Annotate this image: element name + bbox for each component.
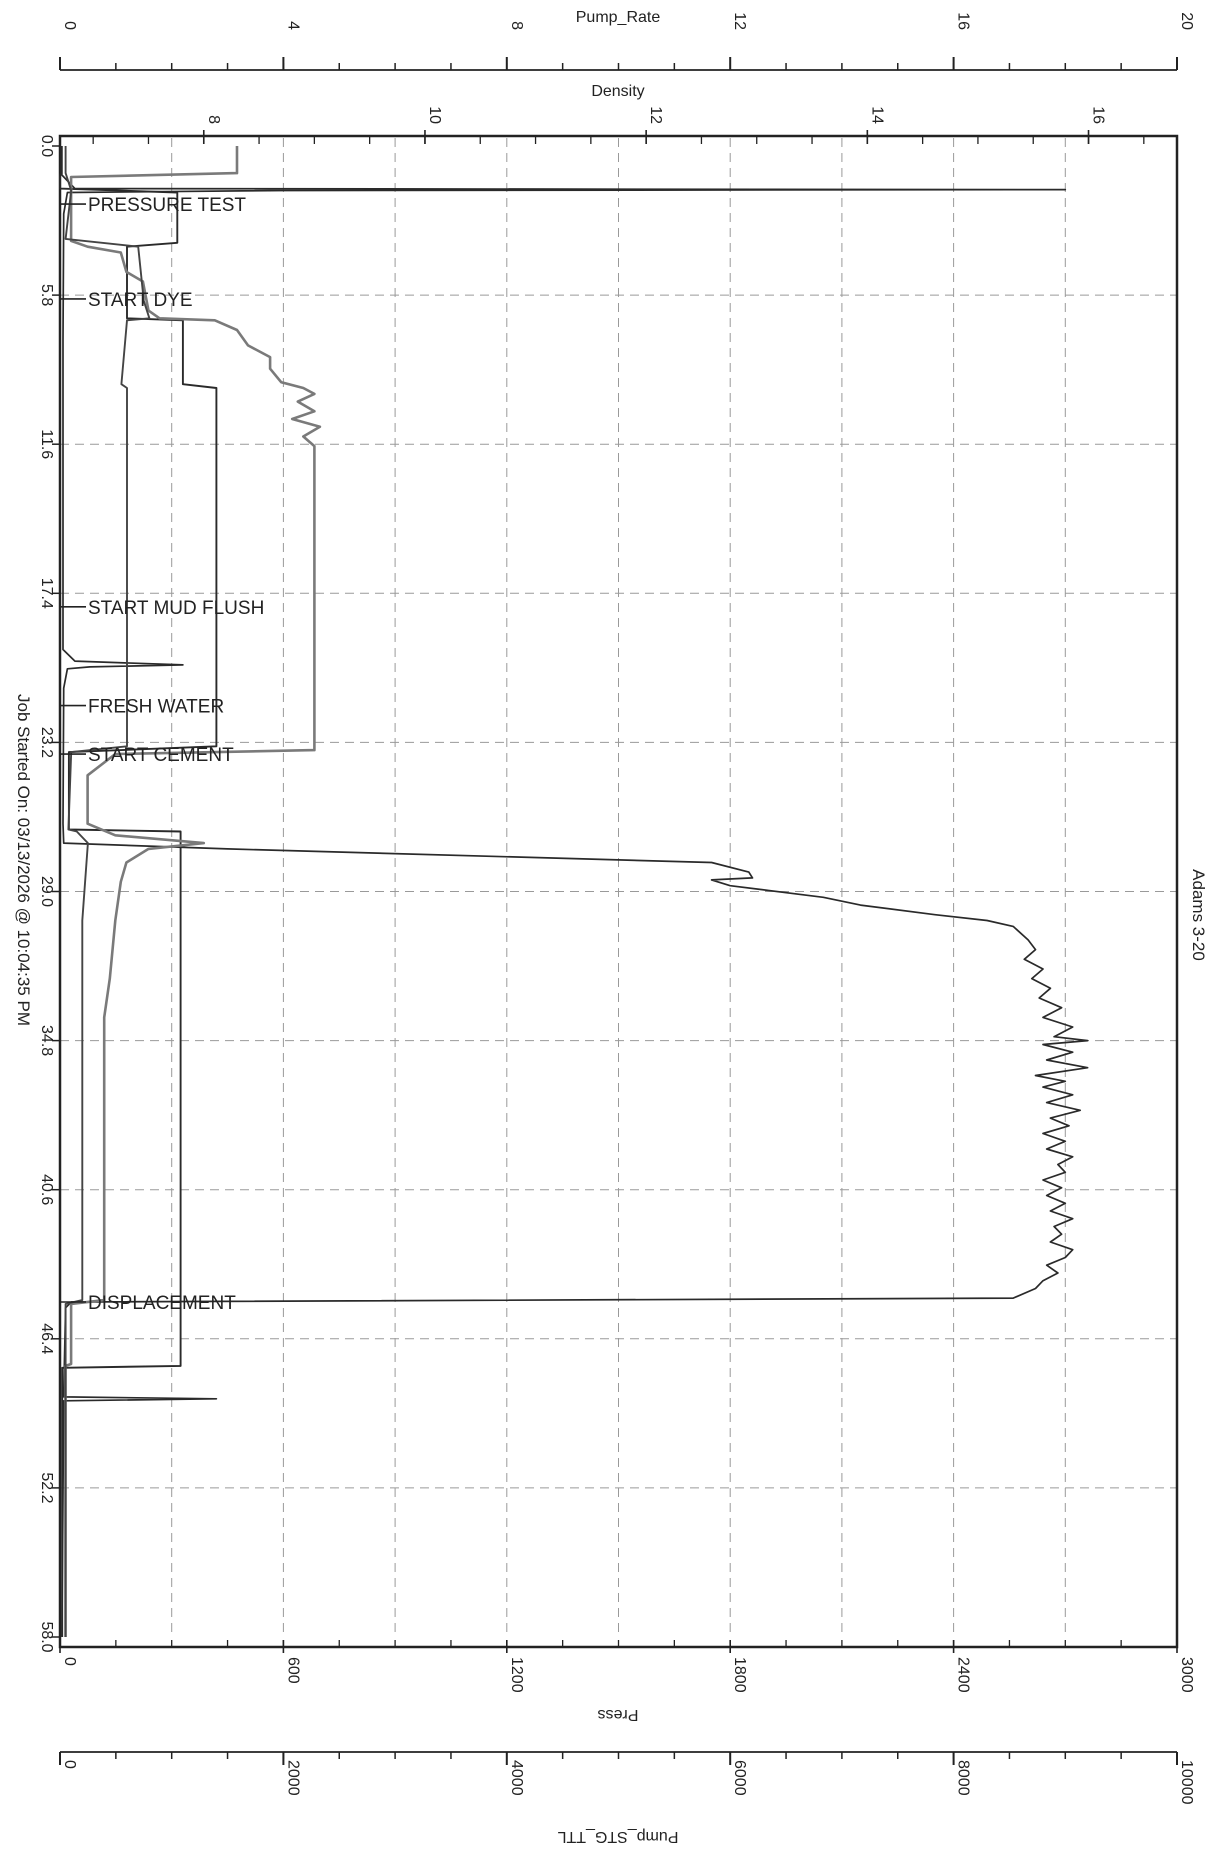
pump-rate-tick-label: 8 xyxy=(508,21,525,30)
series-layer xyxy=(59,146,1089,1638)
pump-rate-axis-label: Pump_Rate xyxy=(576,9,661,26)
annotation-label: START DYE xyxy=(88,290,193,311)
time-tick-label: 29.0 xyxy=(38,876,55,907)
time-tick-label: 34.8 xyxy=(38,1025,55,1056)
time-tick-label: 17.4 xyxy=(38,578,55,609)
series-line-press xyxy=(61,146,1089,1638)
time-tick-label: 52.2 xyxy=(38,1472,55,1503)
press-tick-label: 0 xyxy=(61,1657,78,1666)
press-tick-label: 600 xyxy=(284,1657,301,1684)
annotation-label: PRESSURE TEST xyxy=(88,195,246,216)
pump-rate-tick-label: 12 xyxy=(731,12,748,30)
density-tick-label: 14 xyxy=(868,106,885,124)
series-line-pump-rate xyxy=(64,146,151,1637)
pump-rate-tick-label: 0 xyxy=(61,21,78,30)
time-tick-label: 40.6 xyxy=(38,1174,55,1205)
press-tick-label: 1800 xyxy=(731,1657,748,1693)
density-tick-label: 12 xyxy=(647,106,664,124)
press-tick-label: 1200 xyxy=(508,1657,525,1693)
pump-stg-ttl-tick-label: 4000 xyxy=(508,1760,525,1796)
pump-stg-ttl-tick-label: 0 xyxy=(61,1760,78,1769)
density-tick-label: 16 xyxy=(1090,106,1107,124)
axes-layer: Pump_Rate Density Press Pump_STG_TTL Job… xyxy=(14,9,1205,1845)
annotation-label: DISPLACEMENT xyxy=(88,1293,236,1314)
pump-stg-ttl-tick-label: 10000 xyxy=(1178,1760,1195,1805)
density-tick-label: 8 xyxy=(205,115,222,124)
time-tick-label: 5.8 xyxy=(38,284,55,306)
job-started-label: Job Started On: 03/13/2026 @ 10:04:35 PM xyxy=(14,694,33,1026)
pump-rate-tick-label: 4 xyxy=(284,21,301,30)
time-tick-label: 46.4 xyxy=(38,1323,55,1354)
pump-rate-tick-label: 16 xyxy=(955,12,972,30)
annotation-layer: PRESSURE TEST START DYE START MUD FLUSH FRE… xyxy=(60,195,264,1314)
annotation-label: START MUD FLUSH xyxy=(88,598,264,619)
annotation-label: START CEMENT xyxy=(88,745,234,766)
series-line-pump-stg-ttl xyxy=(59,146,218,1637)
density-axis-label: Density xyxy=(591,83,644,100)
pump-stg-ttl-axis-label: Pump_STG_TTL xyxy=(557,1828,678,1845)
density-tick-label: 10 xyxy=(426,106,443,124)
pump-stg-ttl-tick-label: 6000 xyxy=(731,1760,748,1796)
annotation-label: FRESH WATER xyxy=(88,697,224,718)
press-axis-label: Press xyxy=(598,1706,639,1723)
pump-rate-tick-label: 20 xyxy=(1178,12,1195,30)
chart-title: Adams 3-20 xyxy=(1189,869,1205,961)
time-tick-label: 0.0 xyxy=(38,135,55,157)
series-line-density xyxy=(64,146,322,1637)
time-tick-label: 23.2 xyxy=(38,727,55,758)
grid-layer xyxy=(60,138,1177,1637)
press-tick-label: 2400 xyxy=(955,1657,972,1693)
time-tick-label: 58.0 xyxy=(38,1621,55,1652)
time-tick-label: 11.6 xyxy=(38,429,55,459)
pump-stg-ttl-tick-label: 2000 xyxy=(284,1760,301,1796)
press-tick-label: 3000 xyxy=(1178,1657,1195,1693)
pump-stg-ttl-tick-label: 8000 xyxy=(955,1760,972,1796)
